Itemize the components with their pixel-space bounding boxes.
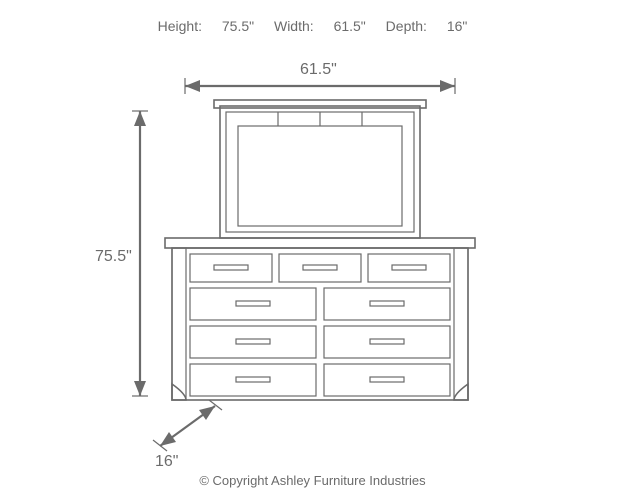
height-arrow: 75.5" [95,111,148,396]
width-callout: 61.5" [300,61,337,78]
drawer-top-mid [279,254,361,282]
drawer-r2-left [190,288,316,320]
drawer-r4-right [324,364,450,396]
width-label: Width: [274,18,314,34]
drawer-top-left [190,254,272,282]
copyright-text: © Copyright Ashley Furniture Industries [0,473,625,488]
height-callout: 75.5" [95,248,132,265]
drawer-r4-left [190,364,316,396]
furniture-svg: 61.5" 75.5" 16" [0,46,625,466]
drawer-top-right [368,254,450,282]
mirror [214,100,426,238]
height-value: 75.5" [222,18,254,34]
depth-arrow: 16" [153,400,222,466]
dimensions-header: Height: 75.5" Width: 61.5" Depth: 16" [0,18,625,34]
drawer-r3-right [324,326,450,358]
height-label: Height: [158,18,202,34]
dimension-diagram: Height: 75.5" Width: 61.5" Depth: 16" 61… [0,0,625,500]
width-arrow: 61.5" [185,61,455,94]
depth-callout: 16" [155,453,178,466]
depth-value: 16" [447,18,468,34]
dresser [165,238,475,400]
drawer-r3-left [190,326,316,358]
drawer-r2-right [324,288,450,320]
width-value: 61.5" [334,18,366,34]
depth-label: Depth: [386,18,427,34]
